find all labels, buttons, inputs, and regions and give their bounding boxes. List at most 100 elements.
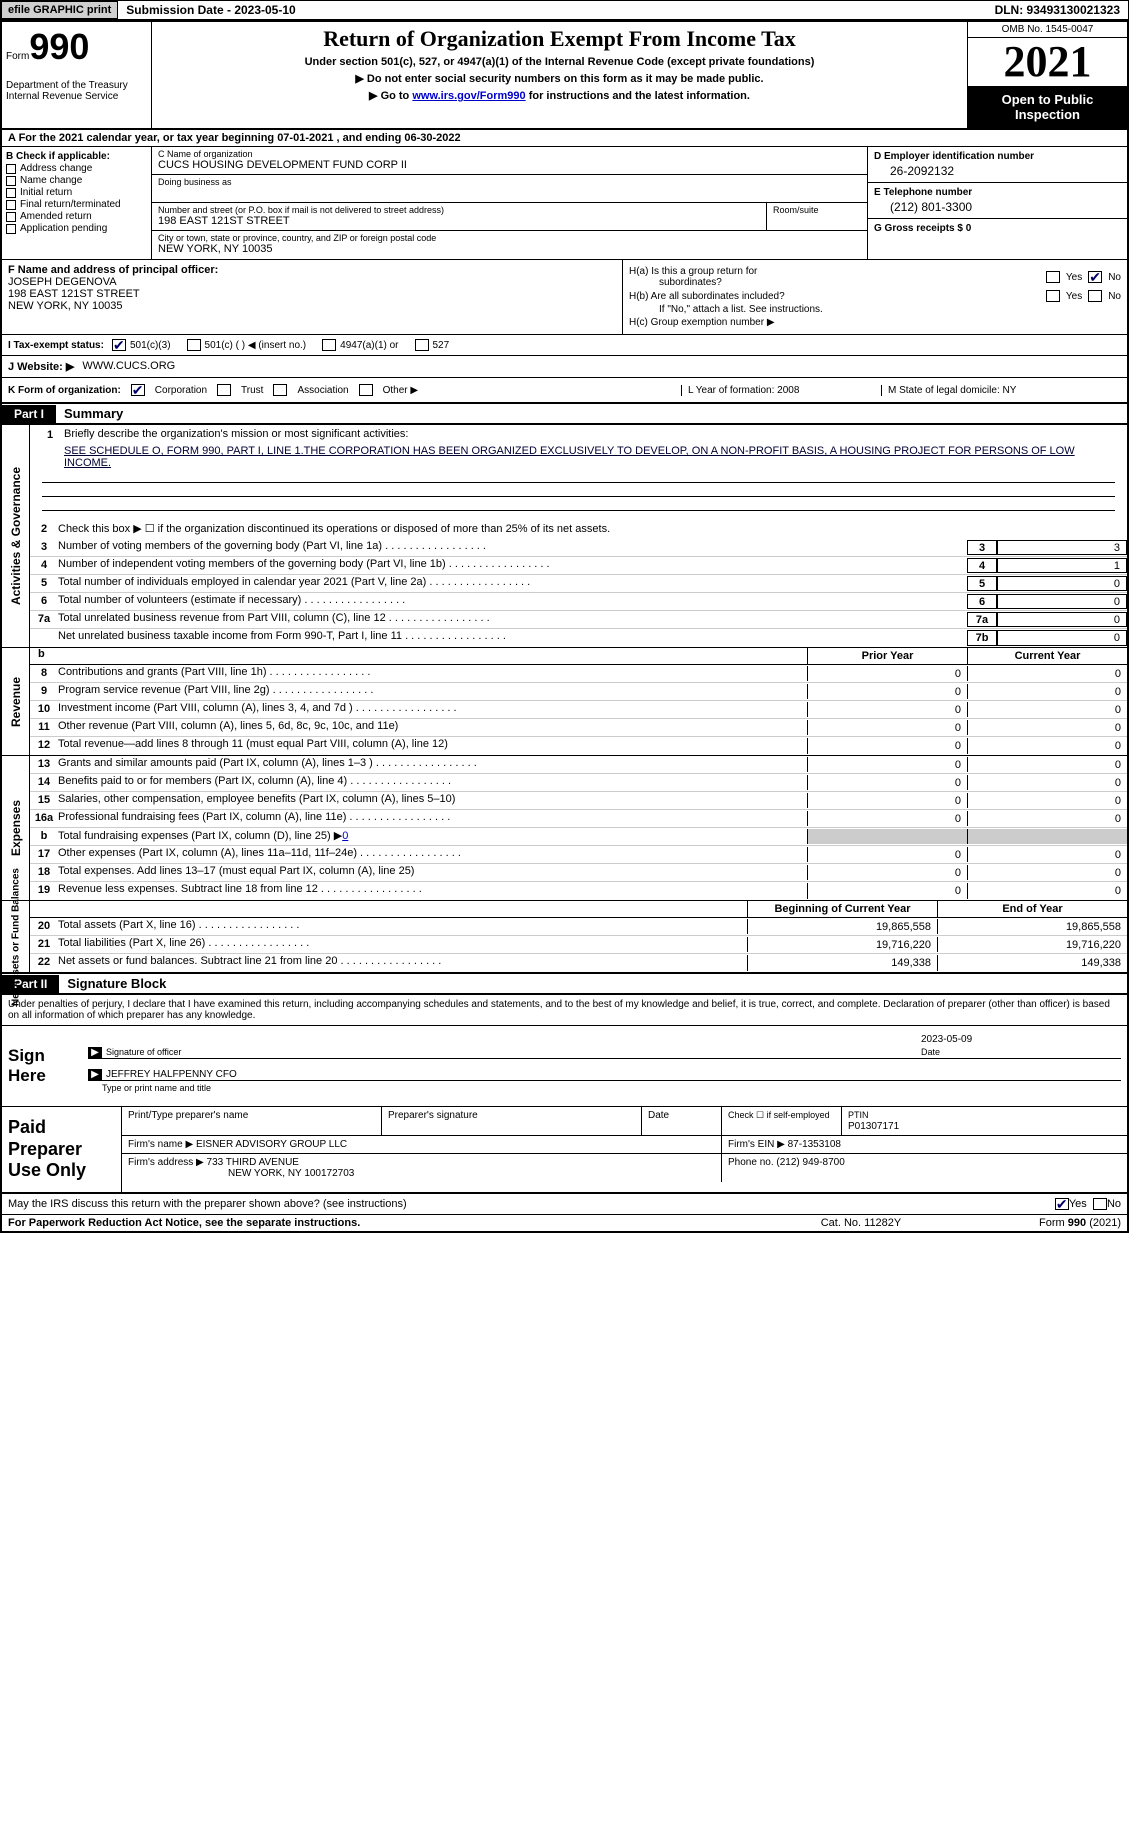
firm-name: EISNER ADVISORY GROUP LLC: [196, 1139, 347, 1150]
chk-final[interactable]: [6, 200, 16, 210]
col-c: C Name of organization CUCS HOUSING DEVE…: [152, 147, 867, 259]
lbl-yes2: Yes: [1066, 291, 1082, 302]
ha-yes[interactable]: [1046, 271, 1060, 283]
part1-header: Part I Summary: [0, 404, 1129, 425]
lbl-name: Name change: [20, 175, 82, 186]
l1-label: Briefly describe the organization's miss…: [64, 428, 1121, 440]
irs-label: Internal Revenue Service: [6, 91, 147, 102]
v5: 0: [997, 576, 1127, 591]
l7a: Total unrelated business revenue from Pa…: [58, 612, 967, 624]
col-f: F Name and address of principal officer:…: [2, 260, 622, 334]
l16a: Professional fundraising fees (Part IX, …: [58, 811, 807, 823]
discuss-no[interactable]: [1093, 1198, 1107, 1210]
chk-501c[interactable]: [187, 339, 201, 351]
l9: Program service revenue (Part VIII, line…: [58, 684, 807, 696]
hb-yes[interactable]: [1046, 290, 1060, 302]
ein-val: 26-2092132: [874, 164, 1121, 178]
l13: Grants and similar amounts paid (Part IX…: [58, 757, 807, 769]
expenses-section: Expenses 13Grants and similar amounts pa…: [0, 756, 1129, 901]
hb: H(b) Are all subordinates included?: [629, 291, 785, 302]
note2-post: for instructions and the latest informat…: [526, 90, 750, 102]
ptin-label: PTIN: [848, 1110, 869, 1120]
dba-label: Doing business as: [158, 177, 861, 187]
chk-initial[interactable]: [6, 188, 16, 198]
row-a: A For the 2021 calendar year, or tax yea…: [0, 130, 1129, 147]
chk-corp[interactable]: [131, 384, 145, 396]
note2-pre: ▶ Go to: [369, 90, 412, 102]
col-d: D Employer identification number 26-2092…: [867, 147, 1127, 259]
part2-title: Signature Block: [59, 974, 174, 993]
lbl-501c: 501(c) ( ) ◀ (insert no.): [205, 340, 307, 351]
revenue-section: Revenue b Prior Year Current Year 8Contr…: [0, 648, 1129, 756]
chk-amended[interactable]: [6, 212, 16, 222]
footer-mid: Cat. No. 11282Y: [761, 1217, 961, 1229]
f-label: F Name and address of principal officer:: [8, 264, 616, 276]
l5: Total number of individuals employed in …: [58, 576, 967, 588]
e20: 19,865,558: [937, 919, 1127, 934]
chk-pending[interactable]: [6, 224, 16, 234]
l17: Other expenses (Part IX, column (A), lin…: [58, 847, 807, 859]
chk-4947[interactable]: [322, 339, 336, 351]
ul3: [42, 497, 1115, 511]
note-link: ▶ Go to www.irs.gov/Form990 for instruct…: [156, 89, 963, 102]
p13: 0: [807, 757, 967, 772]
ul2: [42, 483, 1115, 497]
ptin-val: P01307171: [848, 1121, 899, 1132]
netassets-section: Net Assets or Fund Balances Beginning of…: [0, 901, 1129, 974]
suite-label: Room/suite: [767, 203, 867, 230]
b-label: B Check if applicable:: [6, 151, 147, 162]
l7b: Net unrelated business taxable income fr…: [58, 630, 967, 642]
sign-here-row: Sign Here 2023-05-09 ▶Signature of offic…: [0, 1026, 1129, 1107]
col-b: B Check if applicable: Address change Na…: [2, 147, 152, 259]
p18: 0: [807, 865, 967, 880]
check-self: Check ☐ if self-employed: [722, 1107, 842, 1135]
lbl-4947: 4947(a)(1) or: [340, 340, 398, 351]
c8: 0: [967, 666, 1127, 681]
omb: OMB No. 1545-0047: [968, 22, 1127, 38]
hdr-prior: Prior Year: [807, 648, 967, 664]
p19: 0: [807, 883, 967, 899]
lbl-trust: Trust: [241, 385, 263, 396]
chk-address[interactable]: [6, 164, 16, 174]
v7a: 0: [997, 612, 1127, 627]
top-bar: efile GRAPHIC print Submission Date - 20…: [0, 0, 1129, 20]
chk-name[interactable]: [6, 176, 16, 186]
form-label: Form: [6, 51, 29, 62]
firm-addr-lbl: Firm's address ▶: [128, 1157, 204, 1168]
irs-link[interactable]: www.irs.gov/Form990: [412, 90, 525, 102]
chk-trust[interactable]: [217, 384, 231, 396]
firm-ein-lbl: Firm's EIN ▶: [728, 1139, 785, 1150]
chk-assoc[interactable]: [273, 384, 287, 396]
org-name-label: C Name of organization: [158, 149, 861, 159]
l4: Number of independent voting members of …: [58, 558, 967, 570]
open-to-public: Open to Public Inspection: [968, 86, 1127, 128]
hb-no[interactable]: [1088, 290, 1102, 302]
c9: 0: [967, 684, 1127, 699]
chk-501c3[interactable]: [112, 339, 126, 351]
hc: H(c) Group exemption number ▶: [629, 317, 1121, 328]
chk-other[interactable]: [359, 384, 373, 396]
p12: 0: [807, 738, 967, 754]
b22: 149,338: [747, 955, 937, 971]
discuss-yes[interactable]: [1055, 1198, 1069, 1210]
org-name: CUCS HOUSING DEVELOPMENT FUND CORP II: [158, 159, 861, 171]
sig-date: 2023-05-09: [921, 1034, 1121, 1045]
chk-527[interactable]: [415, 339, 429, 351]
side-net: Net Assets or Fund Balances: [2, 901, 30, 972]
section-bcd: B Check if applicable: Address change Na…: [0, 147, 1129, 260]
c16a: 0: [967, 811, 1127, 826]
footer-left: For Paperwork Reduction Act Notice, see …: [8, 1217, 761, 1229]
ha-no[interactable]: [1088, 271, 1102, 283]
lbl-address: Address change: [20, 163, 92, 174]
lbl-other: Other ▶: [383, 385, 418, 396]
b20: 19,865,558: [747, 919, 937, 934]
c16b: [967, 829, 1127, 844]
side-rev: Revenue: [2, 648, 30, 755]
v3: 3: [997, 540, 1127, 555]
part2-header: Part II Signature Block: [0, 974, 1129, 995]
type-name-label: Type or print name and title: [88, 1083, 1121, 1093]
print-type: Print/Type preparer's name: [122, 1107, 382, 1135]
p16a: 0: [807, 811, 967, 826]
efile-btn[interactable]: efile GRAPHIC print: [1, 1, 118, 19]
lbl-yes: Yes: [1066, 272, 1082, 283]
